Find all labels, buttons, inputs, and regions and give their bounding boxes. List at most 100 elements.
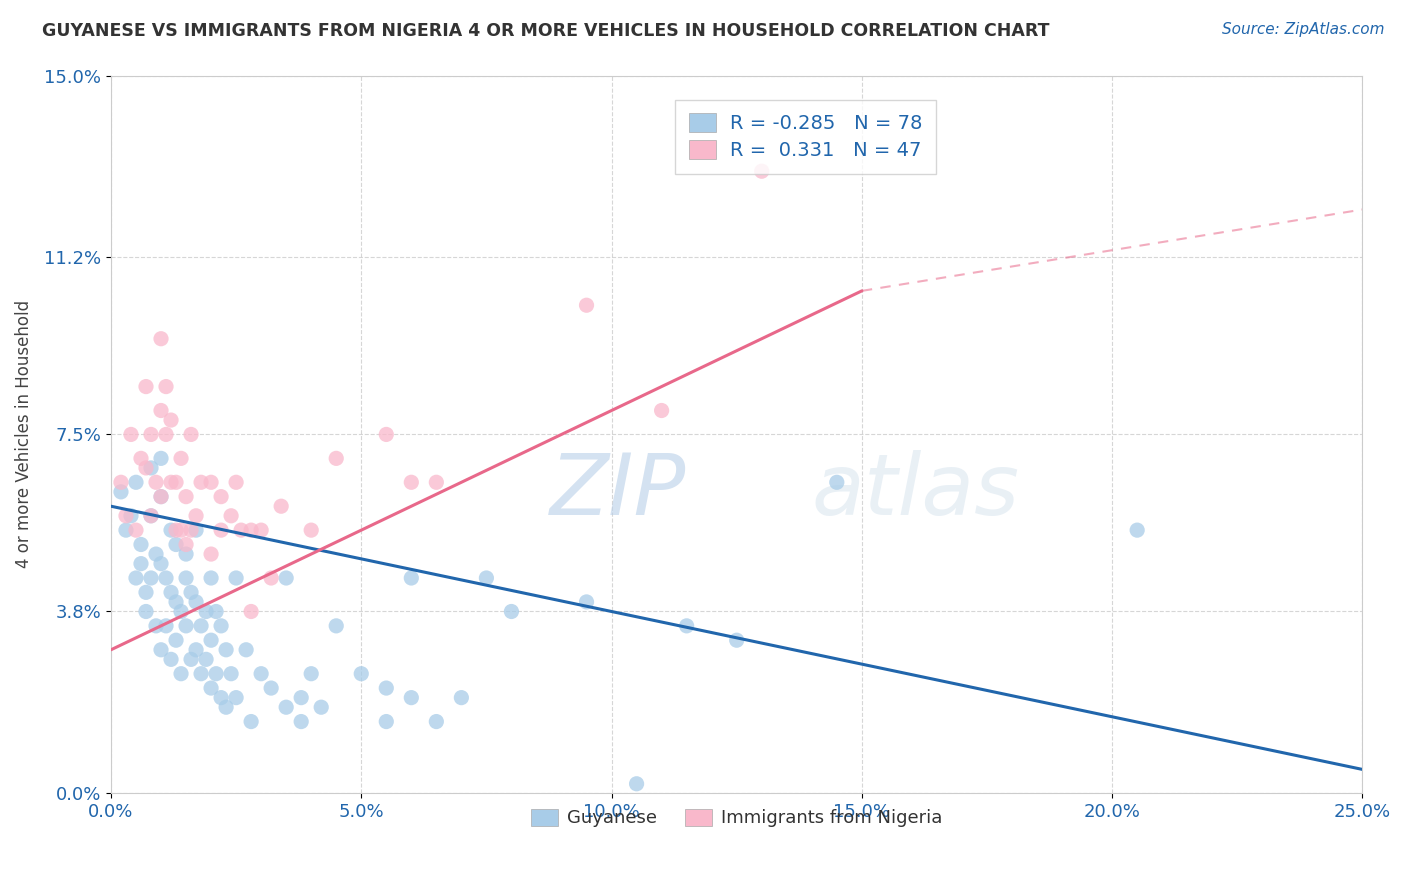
Point bbox=[1126, 523, 1149, 537]
Point bbox=[170, 666, 193, 681]
Point bbox=[120, 427, 142, 442]
Text: ZIP: ZIP bbox=[550, 450, 686, 533]
Point bbox=[229, 523, 252, 537]
Point bbox=[260, 571, 283, 585]
Point bbox=[401, 475, 423, 490]
Point bbox=[180, 585, 202, 599]
Point bbox=[575, 595, 598, 609]
Point bbox=[190, 475, 212, 490]
Point bbox=[184, 642, 207, 657]
Point bbox=[350, 666, 373, 681]
Point bbox=[184, 508, 207, 523]
Point bbox=[150, 332, 173, 346]
Point bbox=[475, 571, 498, 585]
Point bbox=[325, 451, 347, 466]
Point bbox=[225, 571, 247, 585]
Point bbox=[240, 605, 263, 619]
Point bbox=[115, 523, 138, 537]
Point bbox=[290, 714, 312, 729]
Point bbox=[209, 690, 232, 705]
Point bbox=[425, 475, 447, 490]
Point bbox=[155, 571, 177, 585]
Point bbox=[125, 523, 148, 537]
Point bbox=[200, 571, 222, 585]
Point bbox=[299, 666, 322, 681]
Point bbox=[129, 557, 152, 571]
Point bbox=[180, 652, 202, 666]
Point bbox=[250, 666, 273, 681]
Point bbox=[145, 547, 167, 561]
Point bbox=[651, 403, 673, 417]
Point bbox=[725, 633, 748, 648]
Point bbox=[309, 700, 332, 714]
Point bbox=[219, 666, 242, 681]
Point bbox=[145, 619, 167, 633]
Point bbox=[150, 557, 173, 571]
Point bbox=[139, 427, 162, 442]
Point bbox=[165, 475, 187, 490]
Point bbox=[174, 619, 197, 633]
Point bbox=[174, 547, 197, 561]
Point bbox=[155, 619, 177, 633]
Point bbox=[276, 700, 298, 714]
Point bbox=[375, 427, 398, 442]
Point bbox=[450, 690, 472, 705]
Point bbox=[209, 490, 232, 504]
Point bbox=[225, 475, 247, 490]
Point bbox=[155, 427, 177, 442]
Y-axis label: 4 or more Vehicles in Household: 4 or more Vehicles in Household bbox=[15, 301, 32, 568]
Point bbox=[575, 298, 598, 312]
Point bbox=[129, 451, 152, 466]
Point bbox=[174, 537, 197, 551]
Point bbox=[299, 523, 322, 537]
Point bbox=[184, 595, 207, 609]
Point bbox=[129, 537, 152, 551]
Point bbox=[150, 451, 173, 466]
Legend: Guyanese, Immigrants from Nigeria: Guyanese, Immigrants from Nigeria bbox=[524, 801, 949, 835]
Point bbox=[219, 508, 242, 523]
Point bbox=[240, 714, 263, 729]
Point bbox=[190, 666, 212, 681]
Point bbox=[135, 585, 157, 599]
Point bbox=[501, 605, 523, 619]
Text: atlas: atlas bbox=[811, 450, 1019, 533]
Point bbox=[200, 681, 222, 695]
Point bbox=[209, 523, 232, 537]
Point bbox=[195, 652, 218, 666]
Point bbox=[125, 475, 148, 490]
Point bbox=[375, 714, 398, 729]
Point bbox=[190, 619, 212, 633]
Point bbox=[160, 585, 183, 599]
Point bbox=[139, 461, 162, 475]
Point bbox=[174, 571, 197, 585]
Point bbox=[125, 571, 148, 585]
Point bbox=[626, 777, 648, 791]
Point bbox=[200, 633, 222, 648]
Point bbox=[260, 681, 283, 695]
Point bbox=[115, 508, 138, 523]
Point bbox=[184, 523, 207, 537]
Text: GUYANESE VS IMMIGRANTS FROM NIGERIA 4 OR MORE VEHICLES IN HOUSEHOLD CORRELATION : GUYANESE VS IMMIGRANTS FROM NIGERIA 4 OR… bbox=[42, 22, 1050, 40]
Point bbox=[150, 642, 173, 657]
Point bbox=[160, 475, 183, 490]
Text: Source: ZipAtlas.com: Source: ZipAtlas.com bbox=[1222, 22, 1385, 37]
Point bbox=[240, 523, 263, 537]
Point bbox=[675, 619, 697, 633]
Point bbox=[160, 652, 183, 666]
Point bbox=[215, 700, 238, 714]
Point bbox=[165, 537, 187, 551]
Point bbox=[135, 379, 157, 393]
Point bbox=[290, 690, 312, 705]
Point bbox=[170, 451, 193, 466]
Point bbox=[135, 461, 157, 475]
Point bbox=[425, 714, 447, 729]
Point bbox=[165, 595, 187, 609]
Point bbox=[150, 403, 173, 417]
Point bbox=[825, 475, 848, 490]
Point bbox=[225, 690, 247, 705]
Point bbox=[155, 379, 177, 393]
Point bbox=[205, 666, 228, 681]
Point bbox=[276, 571, 298, 585]
Point bbox=[205, 605, 228, 619]
Point bbox=[325, 619, 347, 633]
